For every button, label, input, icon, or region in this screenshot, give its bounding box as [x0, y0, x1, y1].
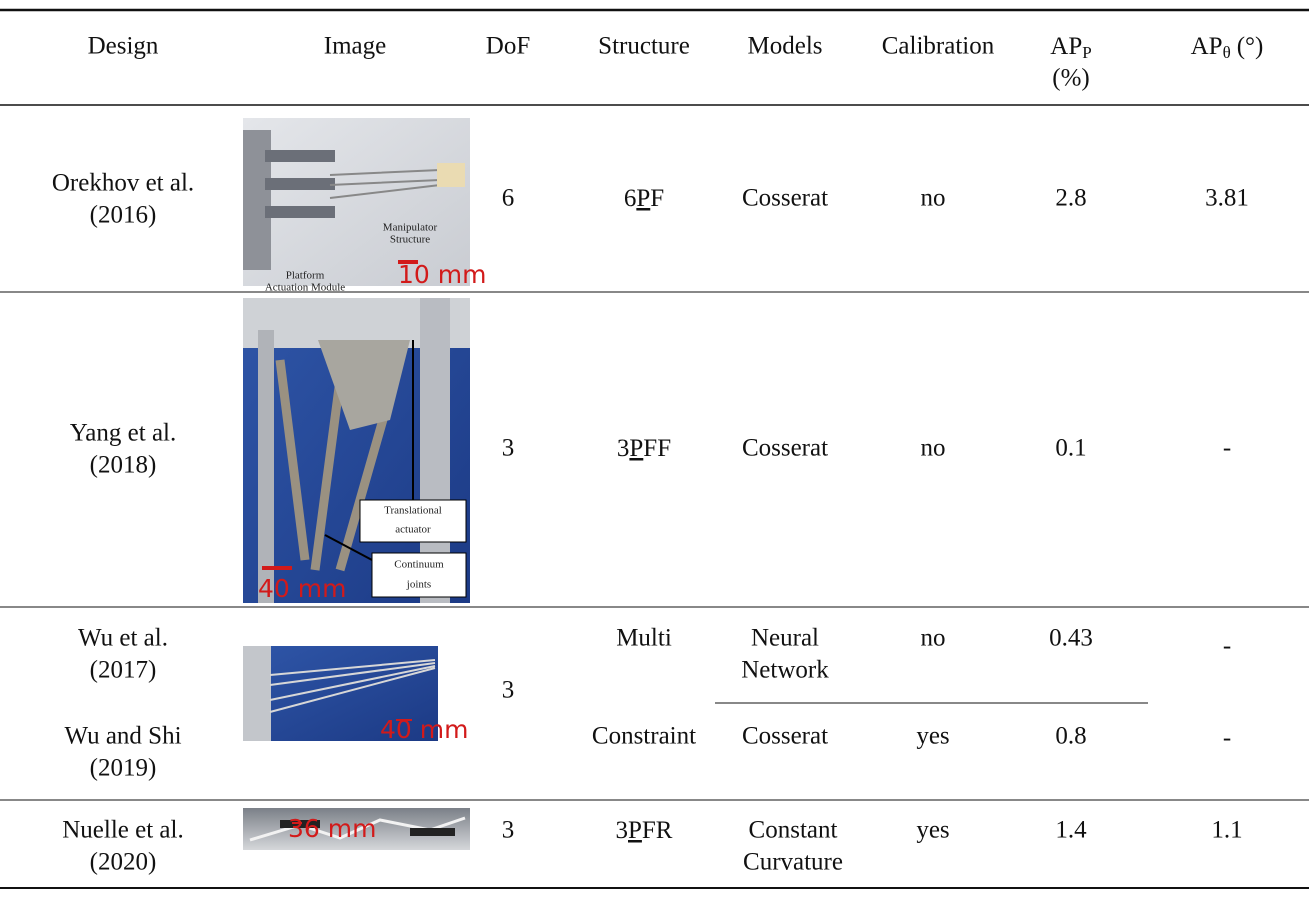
ap-theta: - [1223, 633, 1231, 660]
structure: Constraint [592, 723, 696, 750]
photo-detail [437, 163, 465, 187]
structure-part: FF [643, 435, 671, 462]
photo-detail [318, 340, 410, 430]
design: (2018) [90, 452, 157, 479]
photo-label: Translational [384, 505, 442, 517]
photo-detail [329, 169, 441, 199]
dof: 3 [502, 677, 515, 704]
design: Wu and Shi [64, 723, 181, 750]
math-symbol: AP [1191, 33, 1223, 60]
structure-part: FR [642, 817, 673, 844]
design: (2017) [90, 657, 157, 684]
math-symbol: AP [1050, 33, 1082, 60]
design: (2016) [90, 202, 157, 229]
structure-part: 3 [617, 435, 630, 462]
ap-p: 1.4 [1055, 817, 1087, 844]
structure-part: 6 [624, 185, 637, 212]
ap-theta: - [1223, 725, 1231, 752]
calibration: no [921, 435, 946, 462]
header-unit: (°) [1237, 33, 1264, 60]
photo: Translational actuator Continuum joints … [243, 298, 470, 603]
design: (2020) [90, 849, 157, 876]
photo-label: Continuum [394, 559, 444, 571]
header-cell: Design [88, 33, 159, 60]
structure-part: F [650, 185, 664, 212]
structure-part: P [628, 817, 642, 844]
photo-detail [258, 330, 274, 603]
photo-bg [243, 118, 470, 286]
calibration: yes [916, 817, 949, 844]
models: Cosserat [742, 185, 828, 212]
photo-detail [410, 828, 455, 836]
models: Cosserat [742, 723, 828, 750]
scale-label: 36 mm [288, 814, 376, 843]
calibration: yes [916, 723, 949, 750]
rules [0, 8, 1309, 889]
photo: Platform Actuation Module Manipulator St… [243, 118, 486, 294]
dof: 3 [502, 817, 515, 844]
calibration: no [921, 625, 946, 652]
photo-label: Manipulator [383, 222, 438, 234]
header-cell: Image [324, 33, 386, 60]
photo-label: actuator [395, 524, 431, 536]
design: Nuelle et al. [62, 817, 183, 844]
structure-part: P [629, 435, 643, 462]
design: (2019) [90, 755, 157, 782]
models: Cosserat [742, 435, 828, 462]
design: Orekhov et al. [52, 170, 194, 197]
scale-label: 40 mm [258, 574, 346, 603]
header-cell: Models [748, 33, 823, 60]
photo-label: Actuation Module [265, 282, 345, 294]
photo-label: joints [406, 579, 431, 591]
arrow [324, 534, 373, 561]
dof: 3 [502, 435, 515, 462]
photo-detail [269, 659, 436, 713]
photo-detail [243, 646, 271, 741]
photo-label: Platform [286, 270, 325, 282]
header-cell: DoF [486, 33, 530, 60]
models: Constant [749, 817, 838, 844]
photo-detail [420, 298, 450, 603]
structure-part: 3 [616, 817, 629, 844]
ap-p: 0.43 [1049, 625, 1093, 652]
photo-detail [265, 206, 335, 218]
ap-theta: 1.1 [1211, 817, 1242, 844]
models: Neural [751, 625, 819, 652]
header-cell: APθ (°) [1191, 33, 1264, 62]
models: Network [741, 657, 829, 684]
design: Wu et al. [78, 625, 168, 652]
photo: 40 mm [243, 646, 468, 744]
math-subscript: P [1082, 43, 1091, 62]
dof: 6 [502, 185, 515, 212]
header-unit: (%) [1052, 65, 1089, 92]
scale-label: 10 mm [398, 260, 486, 289]
ap-p: 0.1 [1055, 435, 1086, 462]
structure-part: P [636, 185, 650, 212]
ap-p: 2.8 [1055, 185, 1086, 212]
photo-detail [265, 178, 335, 190]
models: Curvature [743, 849, 843, 876]
header-cell: APP [1050, 33, 1091, 62]
structure: 3PFR [616, 817, 673, 844]
structure: 3PFF [617, 435, 671, 462]
photo-label: Structure [390, 234, 430, 246]
photo-detail [265, 150, 335, 162]
design: Yang et al. [70, 420, 176, 447]
structure: 6PF [624, 185, 664, 212]
header-cell: Calibration [882, 33, 995, 60]
callout-box [371, 552, 467, 598]
ap-p: 0.8 [1055, 723, 1086, 750]
callout-box [359, 499, 467, 543]
photo: 36 mm [243, 808, 470, 850]
ap-theta: - [1223, 435, 1231, 462]
calibration: no [921, 185, 946, 212]
structure: Multi [616, 625, 672, 652]
scale-label: 40 mm [380, 715, 468, 744]
math-subscript: θ [1223, 43, 1231, 62]
ap-theta: 3.81 [1205, 185, 1249, 212]
header-cell: Structure [598, 33, 690, 60]
